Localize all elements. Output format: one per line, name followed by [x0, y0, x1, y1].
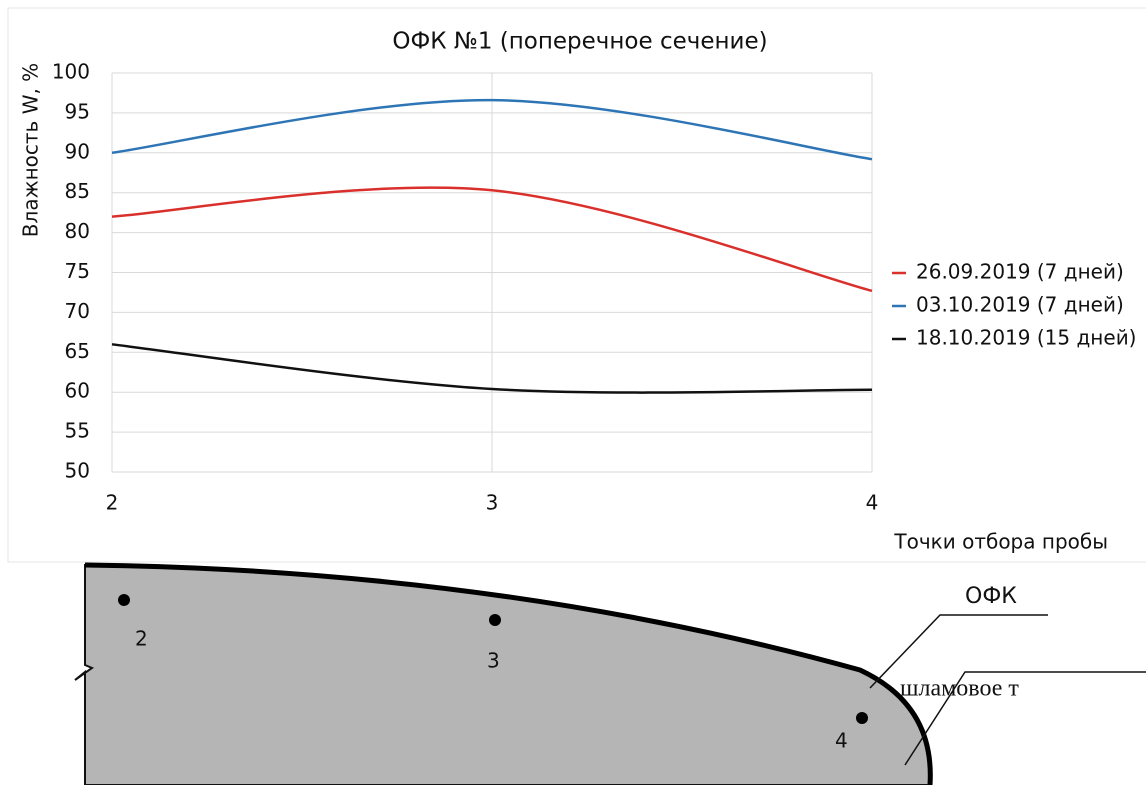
- y-tick-label: 85: [65, 179, 90, 203]
- y-tick-label: 100: [52, 60, 90, 84]
- y-tick-label: 75: [65, 259, 90, 283]
- y-axis-label: Влажность W, %: [19, 63, 43, 237]
- chart-frame: [8, 8, 1146, 562]
- sample-point: [856, 712, 868, 724]
- y-tick-label: 65: [65, 339, 90, 363]
- sample-point: [489, 614, 501, 626]
- legend-label: 18.10.2019 (15 дней): [916, 326, 1137, 350]
- y-tick-label: 70: [65, 299, 90, 323]
- callout-label: ОФК: [965, 584, 1017, 609]
- legend-label: 03.10.2019 (7 дней): [916, 293, 1124, 317]
- x-tick-label: 4: [866, 491, 879, 515]
- point-label: 3: [487, 649, 500, 673]
- sample-point: [118, 594, 130, 606]
- y-tick-label: 90: [65, 139, 90, 163]
- point-label: 4: [835, 729, 848, 753]
- x-tick-label: 3: [486, 491, 499, 515]
- x-axis-label: Точки отбора пробы: [893, 530, 1108, 554]
- chart-title: ОФК №1 (поперечное сечение): [392, 29, 767, 55]
- y-tick-label: 60: [65, 379, 90, 403]
- y-tick-label: 50: [65, 459, 90, 483]
- y-tick-label: 55: [65, 419, 90, 443]
- diagram: 2 3 4 ОФК шламовое т: [75, 565, 1146, 785]
- page: ОФК №1 (поперечное сечение) Влажность W,…: [0, 0, 1146, 785]
- x-tick-label: 2: [106, 491, 119, 515]
- legend-label: 26.09.2019 (7 дней): [916, 260, 1124, 284]
- callout-label: шламовое т: [900, 676, 1019, 702]
- y-tick-label: 80: [65, 219, 90, 243]
- point-label: 2: [135, 627, 148, 651]
- y-tick-label: 95: [65, 99, 90, 123]
